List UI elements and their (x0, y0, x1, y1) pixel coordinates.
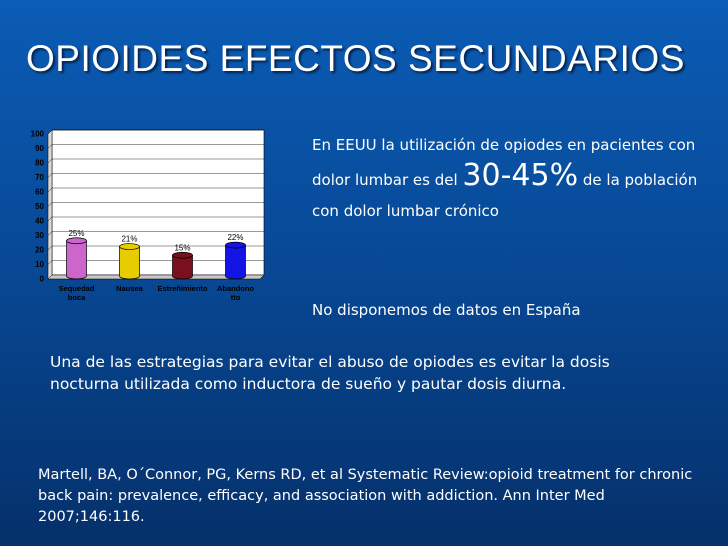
bar-data-label: 15% (174, 243, 190, 252)
bar-data-label: 25% (68, 229, 84, 238)
statistic-intro: En EEUU la utilización de opiodes en pac… (312, 136, 696, 189)
bar-top (225, 241, 246, 249)
statistic-value: 30-45% (462, 158, 579, 193)
gridline-depth (47, 260, 53, 265)
bar-data-label: 21% (121, 235, 137, 244)
gridline-depth (47, 129, 53, 135)
y-tick-label: 50 (35, 202, 44, 211)
y-tick-label: 10 (35, 260, 44, 269)
bar (225, 244, 246, 280)
bar-data-label: 22% (227, 233, 243, 242)
reference-citation: Martell, BA, O´Connor, PG, Kerns RD, et … (38, 467, 693, 525)
no-data-note: No disponemos de datos en España (312, 301, 581, 319)
x-tick-label: Estreñimiento (157, 284, 207, 293)
strategy-paragraph: Una de las estrategias para evitar el ab… (50, 353, 610, 393)
statistic-paragraph: En EEUU la utilización de opiodes en pac… (312, 130, 712, 227)
y-tick-label: 20 (35, 246, 44, 255)
y-tick-label: 60 (35, 188, 44, 197)
y-tick-label: 80 (35, 159, 44, 168)
gridline-depth (47, 216, 53, 222)
gridline-depth (47, 158, 53, 164)
statistic-rest: de la población con dolor lumbar crónico (312, 171, 698, 220)
bar-top (66, 237, 87, 245)
y-tick-label: 30 (35, 231, 44, 240)
y-tick-label: 70 (35, 173, 44, 182)
gridline-depth (47, 202, 53, 207)
bar (66, 240, 87, 280)
bar (172, 254, 193, 280)
gridline-depth (47, 274, 53, 280)
gridline-depth (47, 144, 53, 149)
y-tick-label: 90 (35, 144, 44, 153)
x-tick-label: boca (68, 293, 86, 302)
bar (119, 246, 140, 280)
gridline-depth (47, 231, 53, 236)
gridline-depth (47, 173, 53, 178)
gridline-depth (47, 187, 53, 193)
y-tick-label: 100 (31, 130, 45, 139)
x-tick-label: tto (231, 293, 241, 302)
x-tick-label: Nausea (116, 284, 144, 293)
y-tick-label: 40 (35, 217, 44, 226)
gridline-depth (47, 245, 53, 251)
bar-top (172, 251, 193, 259)
slide-title: OPIOIDES EFECTOS SECUNDARIOS (26, 38, 685, 79)
side-effects-chart: 0 10 20 30 40 50 60 70 80 90 100 25% Sequedad boca 21%… (28, 125, 278, 310)
x-tick-label: Abandono (217, 284, 254, 293)
bar-top (119, 243, 140, 250)
y-tick-label: 0 (40, 275, 45, 284)
x-tick-label: Sequedad (59, 284, 95, 293)
